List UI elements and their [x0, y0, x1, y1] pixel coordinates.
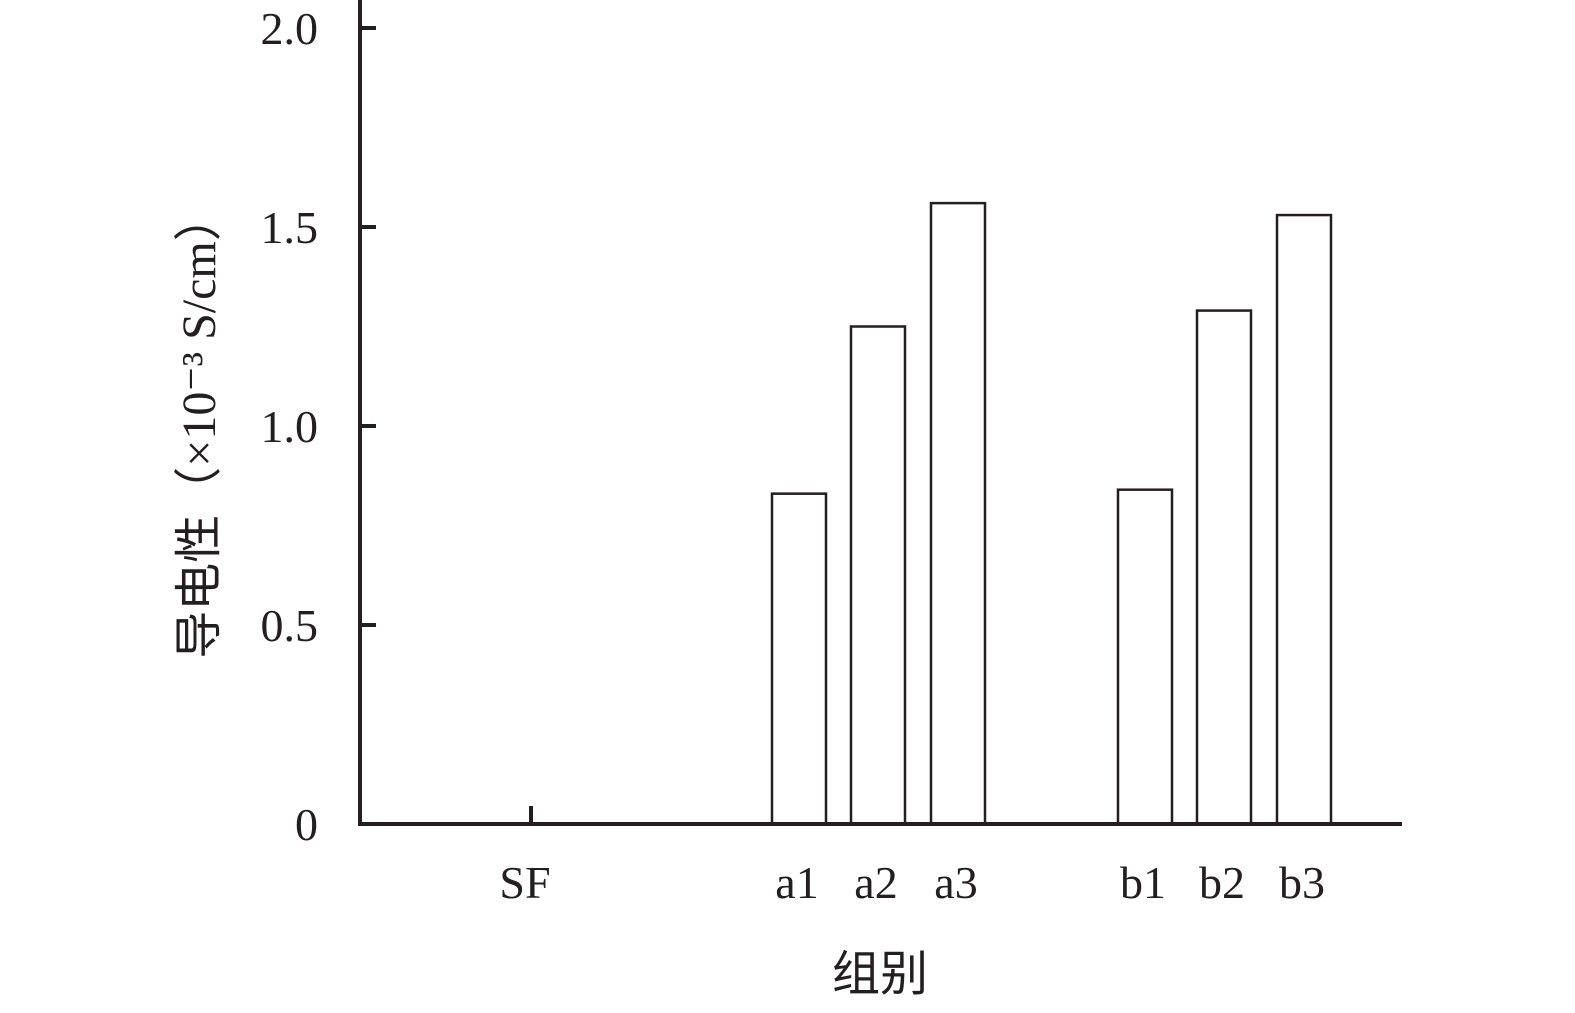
x-axis-title: 组别: [832, 948, 928, 1001]
category-label-b3: b3: [1279, 857, 1325, 908]
bars-layer: [529, 201, 1333, 826]
ticks-layer: 0 0.5 1.0 1.5 2.0: [261, 3, 376, 850]
y-axis-title: 导电性（×10⁻³ S/cm）: [173, 193, 226, 658]
y-tick-label: 1.0: [261, 401, 319, 452]
y-tick-label: 0.5: [261, 600, 319, 651]
bar-b2: [1195, 309, 1253, 826]
bar-a1: [770, 492, 828, 826]
bar-b3: [1275, 213, 1333, 826]
category-label-a2: a2: [854, 857, 897, 908]
axes-layer: [358, 0, 1402, 826]
y-tick-label: 0: [295, 799, 318, 850]
category-labels: SF a1 a2 a3 b1 b2 b3: [499, 857, 1325, 908]
bar-a3: [929, 201, 987, 826]
y-tick-label: 1.5: [261, 202, 319, 253]
bar-b1: [1116, 488, 1174, 826]
category-label-a1: a1: [775, 857, 818, 908]
category-label-SF: SF: [499, 857, 550, 908]
category-label-a3: a3: [934, 857, 977, 908]
bar-a2: [849, 325, 907, 826]
category-label-b1: b1: [1120, 857, 1166, 908]
category-label-b2: b2: [1199, 857, 1245, 908]
y-tick-label: 2.0: [261, 3, 319, 54]
